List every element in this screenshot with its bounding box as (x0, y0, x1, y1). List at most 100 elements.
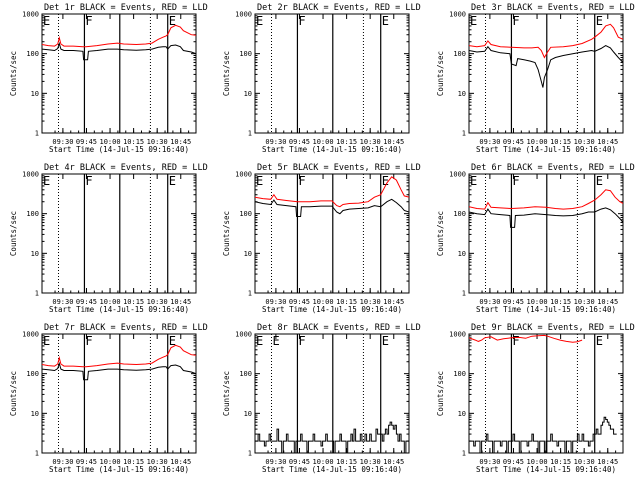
x-tick-label: 10:00 (313, 458, 334, 466)
series-line-lld (42, 344, 196, 368)
x-tick-label: 09:30 (265, 458, 286, 466)
x-tick-label: 10:45 (597, 298, 618, 306)
x-tick-label: 10:45 (383, 458, 404, 466)
x-tick-label: 10:30 (360, 138, 381, 146)
marker-label: F (298, 174, 305, 188)
y-tick-label: 1000 (235, 331, 252, 339)
corner-label: E (43, 334, 50, 348)
x-tick-label: 10:00 (313, 298, 334, 306)
x-tick-label: 09:30 (265, 138, 286, 146)
panel-title: Det 9r BLACK = Events, RED = LLD (471, 323, 635, 333)
marker-label: E (382, 174, 389, 188)
x-tick-label: 09:30 (52, 298, 73, 306)
x-tick-label: 09:30 (52, 138, 73, 146)
y-tick-label: 1 (248, 450, 252, 458)
corner-label: E (256, 14, 263, 28)
x-tick-label: 09:45 (503, 458, 524, 466)
panel-6: Det 6r BLACK = Events, RED = LLD 1 10 100 10… (436, 163, 635, 314)
y-tick-label: 10 (31, 90, 39, 98)
x-tick-label: 10:30 (574, 138, 595, 146)
y-tick-label: 1 (248, 290, 252, 298)
y-tick-label: 1 (462, 130, 466, 138)
y-tick-label: 100 (239, 50, 252, 58)
x-tick-label: 10:15 (336, 138, 357, 146)
y-tick-label: 1000 (22, 171, 39, 179)
panel-9: Det 9r BLACK = Events, RED = LLD 1 10 100 10… (436, 323, 635, 474)
y-tick-label: 1000 (449, 11, 466, 19)
y-tick-label: 1 (462, 290, 466, 298)
y-tick-label: 1 (35, 450, 39, 458)
x-tick-label: 10:45 (170, 138, 191, 146)
y-tick-label: 1000 (22, 11, 39, 19)
series-line-events (255, 421, 409, 453)
marker-label: F (512, 14, 519, 28)
y-tick-label: 10 (244, 410, 252, 418)
x-tick-label: 09:45 (76, 138, 97, 146)
x-tick-label: 10:30 (147, 138, 168, 146)
y-tick-label: 100 (239, 210, 252, 218)
y-axis-label: Counts/sec (9, 211, 18, 256)
y-tick-label: 1000 (235, 11, 252, 19)
panel-title: Det 6r BLACK = Events, RED = LLD (471, 163, 635, 173)
panel-2: Det 2r BLACK = Events, RED = LLD 1 10 100 10… (222, 3, 421, 154)
marker-label: E (382, 14, 389, 28)
x-tick-label: 09:30 (265, 298, 286, 306)
y-tick-label: 100 (453, 50, 466, 58)
marker-label: E (596, 14, 603, 28)
series-line-events (469, 45, 623, 88)
x-tick-label: 10:00 (100, 298, 121, 306)
x-tick-label: 09:45 (289, 458, 310, 466)
panel-title: Det 8r BLACK = Events, RED = LLD (257, 323, 421, 333)
y-tick-label: 10 (31, 250, 39, 258)
x-tick-label: 09:45 (76, 458, 97, 466)
y-tick-label: 1 (35, 290, 39, 298)
plot-frame (254, 13, 410, 134)
x-tick-label: 10:30 (360, 458, 381, 466)
x-tick-label: 10:15 (336, 458, 357, 466)
panel-1: Det 1r BLACK = Events, RED = LLD 1 10 100 10… (9, 3, 208, 154)
corner-label: E (470, 174, 477, 188)
y-tick-label: 10 (458, 250, 466, 258)
y-axis-label: Counts/sec (222, 371, 231, 416)
y-tick-label: 1000 (449, 171, 466, 179)
x-tick-label: 09:45 (76, 298, 97, 306)
panel-7: Det 7r BLACK = Events, RED = LLD 1 10 100 10… (9, 323, 208, 474)
plot-frame (468, 173, 624, 294)
marker-label: E (169, 14, 176, 28)
x-tick-label: 10:15 (123, 138, 144, 146)
y-axis-label: Counts/sec (222, 211, 231, 256)
series-line-events (469, 207, 623, 228)
y-tick-label: 100 (239, 370, 252, 378)
series-line-events (469, 416, 617, 453)
panel-title: Det 7r BLACK = Events, RED = LLD (44, 323, 208, 333)
corner-label: E (273, 334, 280, 348)
y-tick-label: 10 (244, 90, 252, 98)
y-tick-label: 1000 (235, 171, 252, 179)
y-tick-label: 1 (35, 130, 39, 138)
plot-frame (41, 13, 197, 134)
y-tick-label: 10 (244, 250, 252, 258)
x-tick-label: 09:45 (503, 298, 524, 306)
y-tick-label: 100 (453, 370, 466, 378)
marker-label: F (512, 174, 519, 188)
corner-label: E (43, 14, 50, 28)
panel-5: Det 5r BLACK = Events, RED = LLD 1 10 100 10… (222, 163, 421, 314)
x-tick-label: 10:45 (597, 458, 618, 466)
x-tick-label: 09:30 (479, 138, 500, 146)
y-tick-label: 100 (26, 370, 39, 378)
x-tick-label: 10:15 (123, 298, 144, 306)
y-tick-label: 10 (458, 90, 466, 98)
marker-label: E (382, 334, 389, 348)
x-tick-label: 10:15 (123, 458, 144, 466)
y-axis-label: Counts/sec (9, 371, 18, 416)
series-line-events (42, 361, 196, 381)
y-tick-label: 100 (453, 210, 466, 218)
x-tick-label: 10:15 (336, 298, 357, 306)
x-tick-label: 10:00 (527, 458, 548, 466)
marker-label: F (85, 174, 92, 188)
x-tick-label: 09:45 (289, 138, 310, 146)
x-tick-label: 10:00 (527, 298, 548, 306)
y-tick-label: 10 (31, 410, 39, 418)
x-axis-label: Start Time (14-Jul-15 09:16:40) (49, 305, 189, 314)
y-axis-label: Counts/sec (436, 371, 445, 416)
